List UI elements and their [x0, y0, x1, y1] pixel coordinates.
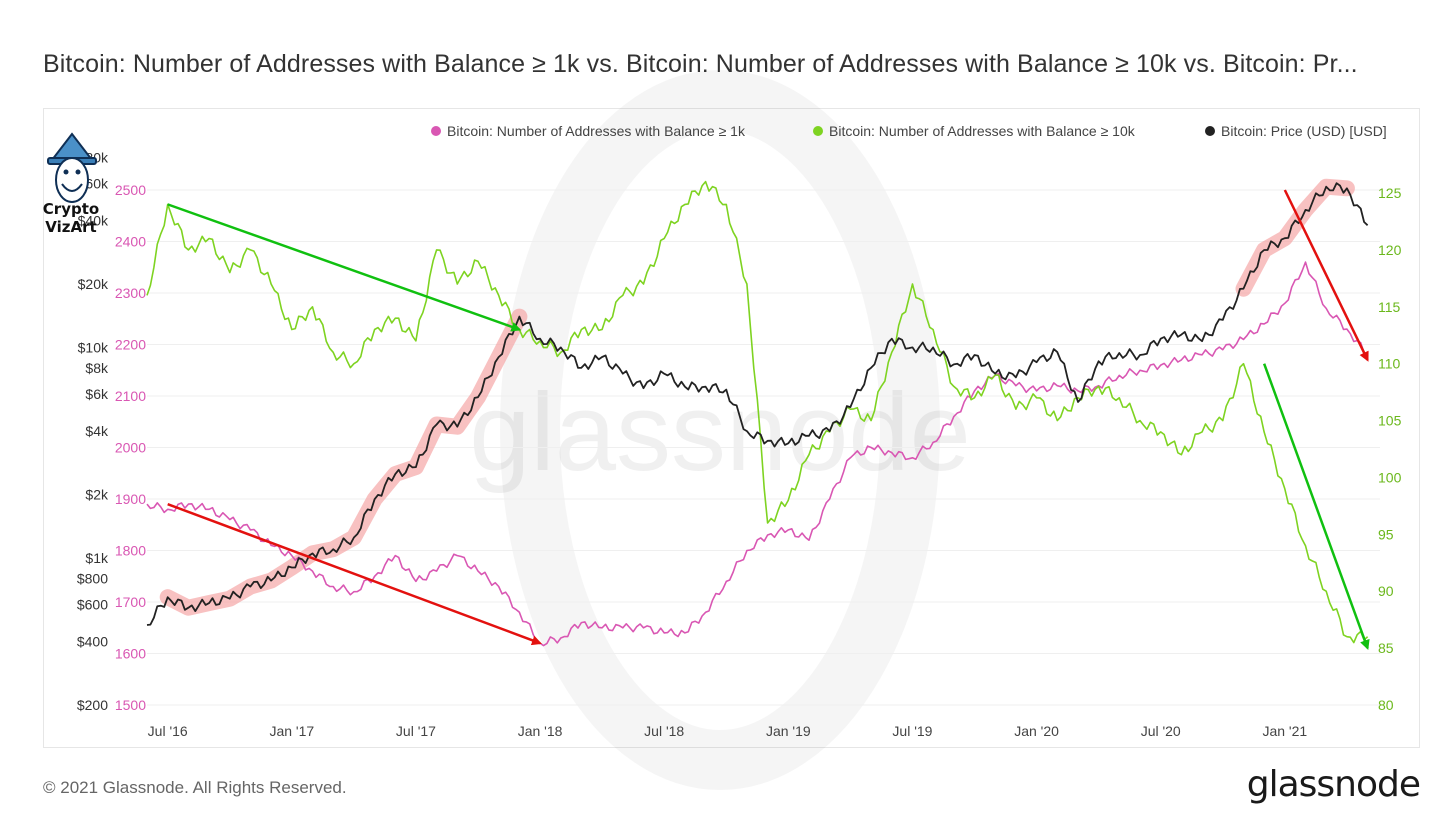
right-tick-label: 85	[1378, 640, 1394, 656]
legend-item[interactable]: Bitcoin: Number of Addresses with Balanc…	[447, 123, 746, 139]
x-tick-label: Jul '20	[1141, 723, 1181, 739]
count-tick-label: 1600	[115, 646, 146, 662]
legend-dot	[813, 126, 823, 136]
price-tick-label: $600	[77, 597, 108, 613]
x-tick-label: Jan '17	[269, 723, 314, 739]
trend-arrow-green	[1262, 363, 1370, 650]
chart-title: Bitcoin: Number of Addresses with Balanc…	[43, 50, 1358, 78]
count-tick-label: 1800	[115, 543, 146, 559]
price-tick-label: $20k	[78, 276, 109, 292]
logo-text: Crypto VizArt	[40, 200, 102, 236]
count-tick-label: 1500	[115, 697, 146, 713]
count-tick-label: 2400	[115, 234, 146, 250]
count-tick-label: 2300	[115, 285, 146, 301]
series-lines	[146, 180, 1369, 647]
right-tick-label: 115	[1378, 299, 1401, 315]
legend[interactable]: Bitcoin: Number of Addresses with Balanc…	[431, 123, 1387, 139]
price-tick-label: $800	[77, 570, 108, 586]
brand-logo[interactable]: glassnode	[1246, 764, 1421, 805]
legend-dot	[431, 126, 441, 136]
watermark: glassnode	[469, 70, 971, 790]
right-tick-label: 100	[1378, 469, 1402, 485]
x-tick-label: Jul '16	[148, 723, 188, 739]
legend-item[interactable]: Bitcoin: Number of Addresses with Balanc…	[829, 123, 1136, 139]
trend-arrows	[167, 189, 1370, 650]
trend-arrow-green	[167, 203, 522, 332]
price-tick-label: $2k	[85, 487, 109, 503]
right-tick-label: 110	[1378, 356, 1401, 372]
legend-item[interactable]: Bitcoin: Price (USD) [USD]	[1221, 123, 1387, 139]
grid-lines	[147, 189, 1380, 706]
right-tick-label: 125	[1378, 185, 1402, 201]
chart-frame	[43, 108, 1420, 748]
logo-line2: VizArt	[45, 218, 97, 236]
trend-arrow-red	[167, 502, 542, 646]
count-tick-label: 1700	[115, 594, 146, 610]
series-line-addresses-10k	[146, 180, 1369, 644]
highlight-band	[1235, 178, 1355, 297]
count-tick-label: 2200	[115, 337, 146, 353]
count-tick-label: 2100	[115, 388, 146, 404]
trend-arrow-red	[1283, 189, 1369, 362]
x-tick-label: Jan '21	[1262, 723, 1307, 739]
logo-line1: Crypto	[42, 200, 100, 218]
series-line-price	[146, 182, 1369, 626]
price-tick-label: $4k	[85, 423, 109, 439]
right-tick-label: 90	[1378, 583, 1394, 599]
watermark-shape	[500, 70, 940, 790]
count-tick-label: 1900	[115, 491, 146, 507]
right-tick-label: 105	[1378, 413, 1402, 429]
x-tick-label: Jan '18	[518, 723, 563, 739]
right-tick-label: 80	[1378, 697, 1394, 713]
copyright: © 2021 Glassnode. All Rights Reserved.	[43, 778, 347, 797]
highlight-band	[159, 308, 528, 616]
count-tick-label: 2500	[115, 182, 146, 198]
right-tick-label: 120	[1378, 242, 1402, 258]
price-tick-label: $200	[77, 697, 108, 713]
price-tick-label: $10k	[78, 339, 109, 355]
right-tick-label: 95	[1378, 526, 1394, 542]
x-tick-label: Jan '20	[1014, 723, 1059, 739]
series-line-addresses-1k	[146, 261, 1368, 647]
x-tick-label: Jan '19	[766, 723, 811, 739]
x-tick-label: Jul '19	[892, 723, 932, 739]
wizard-logo-icon	[40, 132, 106, 242]
price-tick-label: $40k	[78, 213, 109, 229]
legend-dot	[1205, 126, 1215, 136]
x-tick-label: Jul '17	[396, 723, 436, 739]
price-tick-label: $8k	[85, 360, 109, 376]
price-tick-label: $1k	[85, 550, 109, 566]
price-tick-label: $6k	[85, 386, 109, 402]
count-tick-label: 2000	[115, 440, 146, 456]
x-tick-label: Jul '18	[644, 723, 684, 739]
price-tick-label: $400	[77, 634, 108, 650]
axes: Jul '16 Jan '17 Jul '17 Jan '18 Jul '18 Jan '…	[77, 149, 1402, 739]
